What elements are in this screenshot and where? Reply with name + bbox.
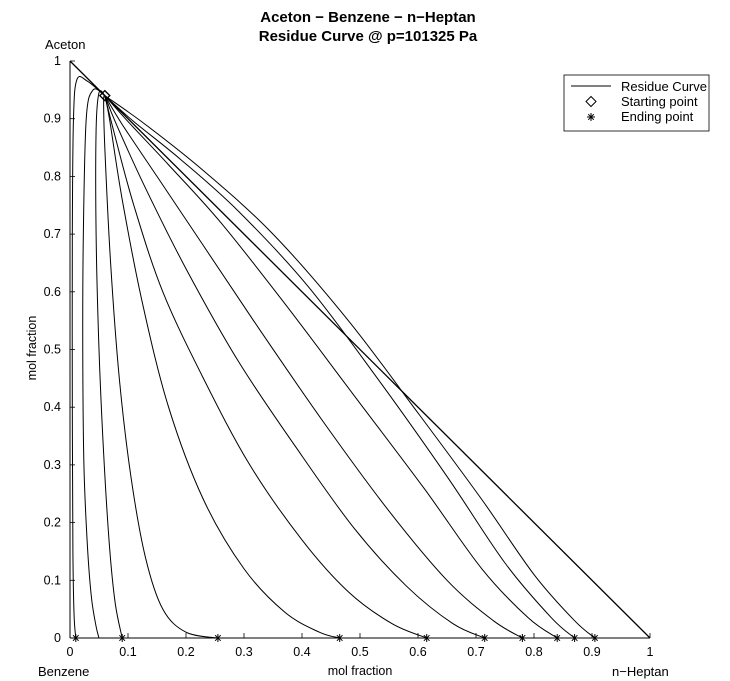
residue-curve-7 — [104, 95, 485, 639]
y-tick-label: 0.5 — [44, 343, 61, 357]
ending-point-marker — [71, 634, 80, 642]
y-tick-label: 0.3 — [44, 458, 61, 472]
y-tick-label: 0.8 — [44, 169, 61, 183]
x-tick-label: 0.1 — [119, 645, 136, 659]
residue-curve-4 — [103, 95, 218, 639]
y-tick-label: 0 — [54, 631, 61, 645]
x-tick-label: 0.6 — [409, 645, 426, 659]
starting-point-marker — [98, 89, 111, 102]
x-tick-label: 0.4 — [293, 645, 310, 659]
chart-title-line-1: Aceton − Benzene − n−Heptan — [260, 9, 475, 26]
x-tick-label: 0.2 — [177, 645, 194, 659]
ending-point-marker — [118, 634, 127, 642]
ending-point-marker — [518, 634, 527, 642]
corner-label-benzene: Benzene — [38, 664, 89, 679]
x-tick-label: 0.7 — [467, 645, 484, 659]
legend-label-residue-curve: Residue Curve — [621, 79, 707, 94]
ending-point-marker — [335, 634, 344, 642]
residue-curve-8 — [104, 95, 523, 639]
corner-label-aceton: Aceton — [45, 37, 85, 52]
triangle-hypotenuse — [69, 60, 651, 639]
legend-label-starting-point: Starting point — [621, 94, 698, 109]
legend: Residue Curve Starting point Ending poin… — [563, 74, 710, 132]
x-axis-label: mol fraction — [328, 664, 393, 678]
residue-curves — [71, 76, 596, 639]
residue-curve-9 — [104, 95, 558, 639]
axes: 0 0.1 0.2 0.3 0.4 0.5 0.6 0.7 0.8 0.9 1 0 0.1 0.2 0.3 0… — [44, 54, 654, 659]
ending-point-marker — [213, 634, 222, 642]
legend-asterisk-marker — [587, 113, 595, 121]
residue-curve-10 — [104, 95, 575, 639]
ending-point-marker — [553, 634, 562, 642]
x-tick-label: 0.5 — [351, 645, 368, 659]
x-tick-label: 0.8 — [525, 645, 542, 659]
ending-point-marker — [570, 634, 579, 642]
x-tick-label: 0 — [67, 645, 74, 659]
residue-curve-5 — [104, 95, 340, 639]
x-tick-label: 0.9 — [583, 645, 600, 659]
x-tick-label: 1 — [647, 645, 654, 659]
residue-curve-6 — [104, 95, 427, 639]
y-tick-label: 0.1 — [44, 573, 61, 587]
legend-diamond-marker — [585, 95, 597, 108]
y-tick-label: 0.7 — [44, 227, 61, 241]
residue-curve-3 — [95, 90, 123, 639]
residue-curve-11 — [104, 95, 596, 639]
point-markers — [71, 89, 599, 642]
residue-curve-1 — [71, 76, 106, 639]
residue-curve-2 — [82, 88, 106, 639]
y-tick-label: 0.2 — [44, 516, 61, 530]
y-tick-label: 1 — [54, 54, 61, 68]
y-tick-label: 0.9 — [44, 112, 61, 126]
chart-title-line-2: Residue Curve @ p=101325 Pa — [259, 28, 478, 45]
ending-point-marker — [422, 634, 431, 642]
y-tick-label: 0.4 — [44, 400, 61, 414]
x-tick-label: 0.3 — [235, 645, 252, 659]
corner-label-heptan: n−Heptan — [612, 664, 669, 679]
ending-point-marker — [590, 634, 599, 642]
legend-label-ending-point: Ending point — [621, 109, 694, 124]
y-axis-label: mol fraction — [25, 316, 39, 381]
y-tick-label: 0.6 — [44, 285, 61, 299]
ending-point-marker — [480, 634, 489, 642]
